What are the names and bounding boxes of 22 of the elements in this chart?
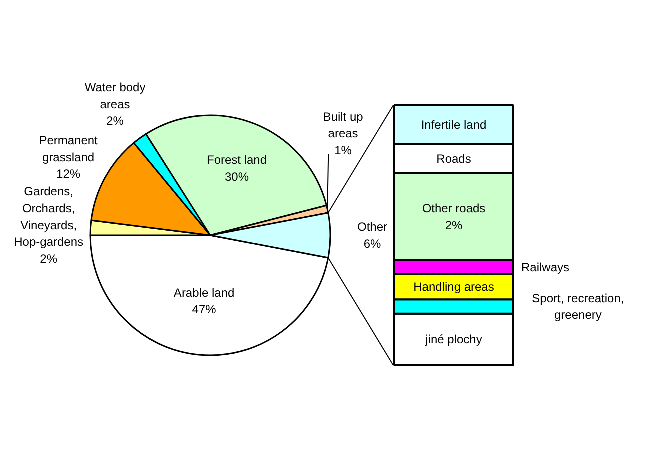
data-label: 2%: [445, 218, 463, 232]
series-label: Sport, recreation, greenery: [532, 291, 624, 322]
series-label: Handling areas: [414, 280, 494, 294]
slice-label: Forest land: [206, 153, 268, 168]
data-label: 30%: [224, 170, 250, 184]
slice-label: Permanent grassland: [39, 134, 99, 164]
slice-label: Other: [357, 220, 388, 234]
data-label: 1%: [334, 143, 352, 158]
data-label: 47%: [192, 302, 217, 317]
slice-label: Built up areas: [323, 110, 364, 141]
data-label: 12%: [56, 167, 81, 182]
series-label: Railways: [522, 260, 570, 274]
slice-label: Gardens, Orchards, Vineyards, Hop-gardens: [14, 184, 84, 250]
data-label: 6%: [364, 236, 382, 251]
series-label: Infertile land: [421, 118, 487, 132]
series-label: Other roads: [422, 201, 486, 216]
data-label: 2%: [40, 252, 58, 266]
slice-label: Arable land: [174, 286, 235, 300]
slice-label: Water body areas: [84, 80, 146, 112]
series-label: Roads: [436, 152, 472, 166]
series-label: jiné plochy: [424, 332, 482, 347]
data-label: 2%: [106, 114, 124, 128]
